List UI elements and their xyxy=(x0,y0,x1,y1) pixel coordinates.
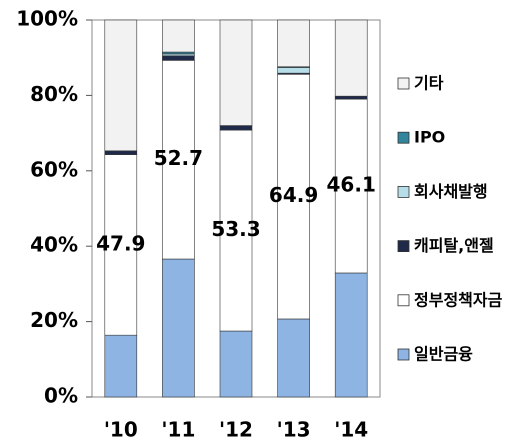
legend-swatch xyxy=(397,294,410,307)
legend-label: 정부정책자금 xyxy=(414,290,503,309)
value-label: 52.7 xyxy=(154,146,203,170)
bar-segment xyxy=(334,98,368,274)
bar-segment xyxy=(219,330,253,398)
legend-label: 일반금융 xyxy=(414,345,473,364)
y-tick-label: 40% xyxy=(30,233,78,257)
bar-segment xyxy=(162,19,195,53)
legend-swatch xyxy=(397,185,410,198)
bar-segment xyxy=(334,19,368,97)
x-tick-label: '10 xyxy=(104,418,138,442)
x-tick-label: '13 xyxy=(277,418,311,442)
bar-segment xyxy=(277,318,310,398)
bar-segment xyxy=(104,19,138,152)
bar-segment xyxy=(277,19,310,68)
legend-label: 기타 xyxy=(414,74,444,93)
bar-segment xyxy=(334,272,368,398)
value-label: 64.9 xyxy=(269,183,318,207)
x-tick-label: '14 xyxy=(334,418,368,442)
value-label: 47.9 xyxy=(96,231,145,255)
bar-segment xyxy=(104,334,138,398)
legend-swatch xyxy=(397,77,410,90)
bar-segment xyxy=(334,95,368,100)
value-label: 46.1 xyxy=(327,173,376,197)
legend-label: 캐피탈,앤젤 xyxy=(414,236,494,255)
bar-segment xyxy=(219,125,253,131)
y-tick-label: 20% xyxy=(30,308,78,332)
bar-segment xyxy=(277,67,310,74)
legend-swatch xyxy=(397,131,410,144)
y-tick-label: 100% xyxy=(16,7,78,31)
legend-label: 회사채발행 xyxy=(414,182,488,201)
legend-swatch xyxy=(397,348,410,361)
bar-segment xyxy=(219,129,253,332)
y-tick-label: 60% xyxy=(30,157,78,181)
legend-swatch xyxy=(397,240,410,253)
x-tick-label: '11 xyxy=(161,418,195,442)
y-tick-label: 80% xyxy=(30,82,78,106)
bar-segment xyxy=(219,19,253,126)
value-label: 53.3 xyxy=(211,217,260,241)
bar-segment xyxy=(104,150,138,155)
bar-segment xyxy=(277,73,310,320)
bar-segment xyxy=(162,60,195,260)
legend-label: IPO xyxy=(414,128,445,147)
bar-segment xyxy=(162,258,195,398)
bar-segment xyxy=(162,55,195,61)
y-tick-label: 0% xyxy=(44,384,78,408)
x-tick-label: '12 xyxy=(219,418,253,442)
